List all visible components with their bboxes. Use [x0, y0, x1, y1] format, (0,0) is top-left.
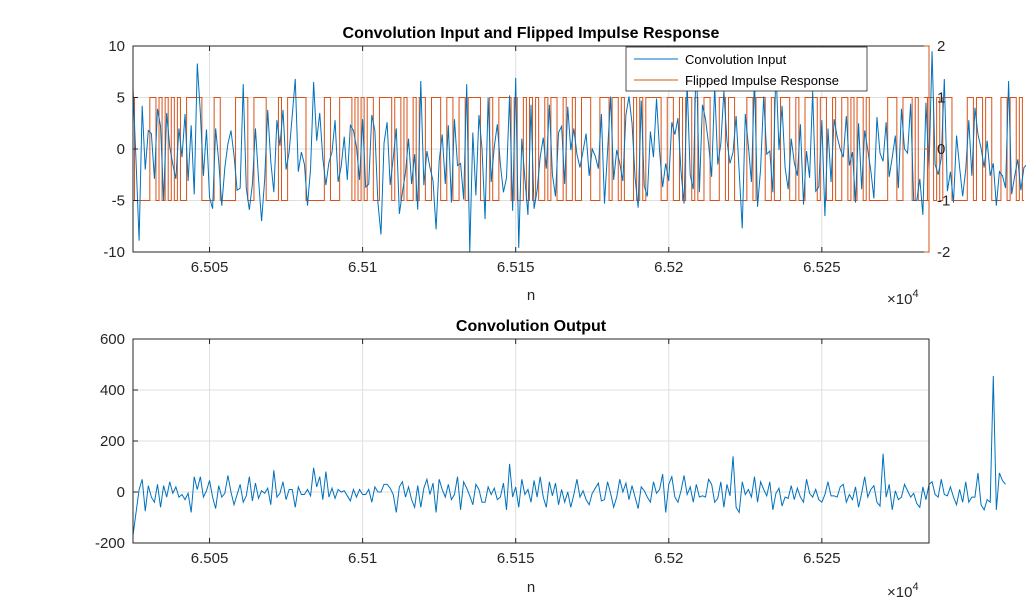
- top-left-y-tick-label: 0: [117, 141, 125, 158]
- bottom-axes: 6.505 6.51 6.515 6.52 6.525 600 400 200 0 -200 C…: [95, 318, 1006, 601]
- top-x-tick-label: 6.52: [654, 259, 683, 276]
- bottom-x-tick-label: 6.525: [803, 550, 841, 567]
- top-x-tick-label: 6.505: [191, 259, 229, 276]
- bottom-x-label: n: [527, 579, 535, 596]
- legend-label-input: Convolution Input: [685, 52, 787, 67]
- top-x-exponent-power: 4: [912, 288, 918, 300]
- top-x-ticks: 6.505 6.51 6.515 6.52 6.525: [191, 46, 841, 276]
- top-legend[interactable]: Convolution Input Flipped Impulse Respon…: [625, 46, 868, 92]
- bottom-x-exponent-power: 4: [912, 581, 918, 593]
- top-title: Convolution Input and Flipped Impulse Re…: [343, 25, 720, 42]
- bottom-x-exponent-base: ×10: [887, 584, 912, 601]
- top-x-label: n: [527, 287, 535, 304]
- top-right-y-tick-label: 2: [937, 38, 945, 55]
- bottom-x-tick-label: 6.51: [348, 550, 377, 567]
- top-right-y-tick-label: 0: [937, 141, 945, 158]
- top-left-y-tick-label: -5: [112, 193, 125, 210]
- bottom-y-tick-label: 600: [100, 331, 125, 348]
- bottom-series: [132, 375, 1006, 536]
- top-x-exponent-base: ×10: [887, 291, 912, 308]
- bottom-x-tick-label: 6.52: [654, 550, 683, 567]
- series-flipped-impulse-response: [133, 97, 1024, 201]
- bottom-x-tick-label: 6.505: [191, 550, 229, 567]
- bottom-y-tick-label: 0: [117, 484, 125, 501]
- top-left-y-tick-label: -10: [103, 244, 125, 261]
- bottom-title: Convolution Output: [456, 318, 607, 335]
- bottom-y-tick-label: 400: [100, 382, 125, 399]
- legend-box: [625, 46, 868, 92]
- legend-label-impulse: Flipped Impulse Response: [685, 73, 839, 88]
- series-convolution-output: [132, 375, 1006, 536]
- top-left-y-tick-label: 10: [108, 38, 125, 55]
- bottom-y-ticks: 600 400 200 0 -200: [95, 331, 138, 552]
- bottom-y-tick-label: 200: [100, 433, 125, 450]
- top-x-tick-label: 6.525: [803, 259, 841, 276]
- top-x-exponent: ×104: [887, 288, 919, 308]
- bottom-x-tick-label: 6.515: [497, 550, 535, 567]
- bottom-y-tick-label: -200: [95, 535, 125, 552]
- top-left-y-tick-label: 5: [117, 90, 125, 107]
- top-y-ticks-left: 10 5 0 -5 -10: [103, 38, 138, 261]
- bottom-x-exponent: ×104: [887, 581, 919, 601]
- top-x-tick-label: 6.51: [348, 259, 377, 276]
- top-y-ticks-right: 2 1 0 -1 -2: [924, 38, 950, 261]
- bottom-x-ticks: 6.505 6.51 6.515 6.52 6.525: [191, 339, 841, 567]
- top-series: [132, 51, 1026, 253]
- top-x-tick-label: 6.515: [497, 259, 535, 276]
- top-right-y-tick-label: -1: [937, 193, 950, 210]
- top-right-y-tick-label: -2: [937, 244, 950, 261]
- top-right-y-tick-label: 1: [937, 90, 945, 107]
- series-convolution-input: [132, 51, 1026, 253]
